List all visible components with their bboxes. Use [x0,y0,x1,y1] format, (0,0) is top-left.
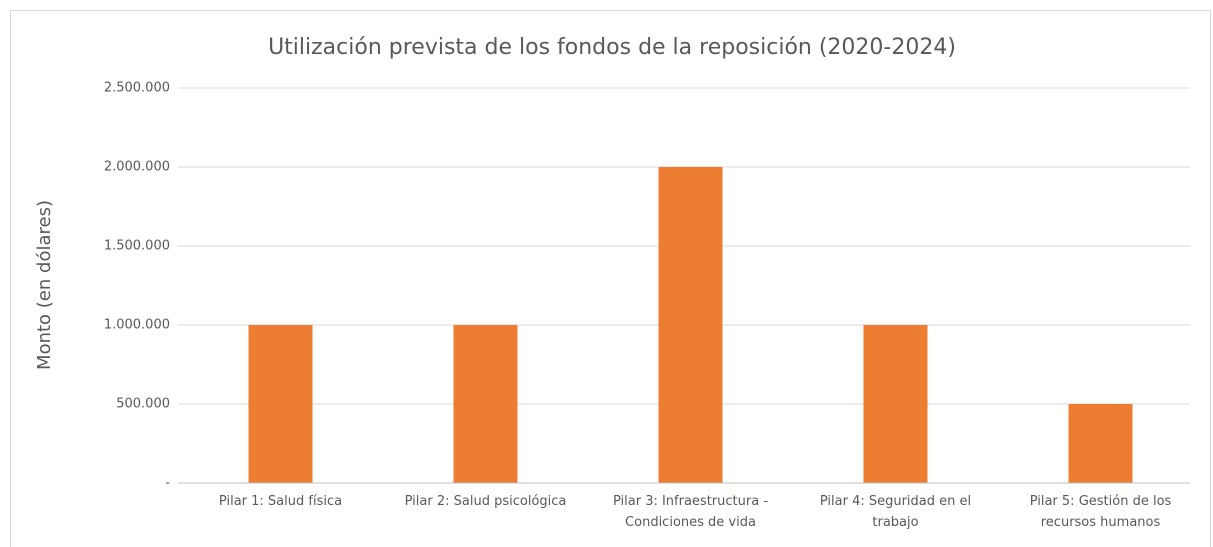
x-tick-label: Pilar 4: Seguridad en el trabajo [819,494,972,530]
chart-title: Utilización prevista de los fondos de la… [268,35,956,60]
bar [248,325,313,483]
x-tick-label: Pilar 2: Salud psicológica [404,494,567,509]
y-tick-label: 2.000.000 [104,160,170,175]
x-tick-label: Pilar 1: Salud física [218,494,343,509]
chart-border [10,10,1211,547]
x-tick-label: Pilar 5: Gestión de los recursos humanos [1029,494,1172,530]
x-tick-label: Pilar 3: Infraestructura - Condiciones d… [612,494,769,530]
bar [658,167,723,483]
y-tick-label: - [165,476,170,491]
y-tick-label: 1.000.000 [104,318,170,333]
y-tick-label: 500.000 [116,397,170,412]
bar [453,325,518,483]
y-tick-label: 1.500.000 [104,239,170,254]
bar [1068,404,1133,483]
y-tick-label: 2.500.000 [104,81,170,96]
bar [863,325,928,483]
y-axis-label: Monto (en dólares) [34,200,55,370]
